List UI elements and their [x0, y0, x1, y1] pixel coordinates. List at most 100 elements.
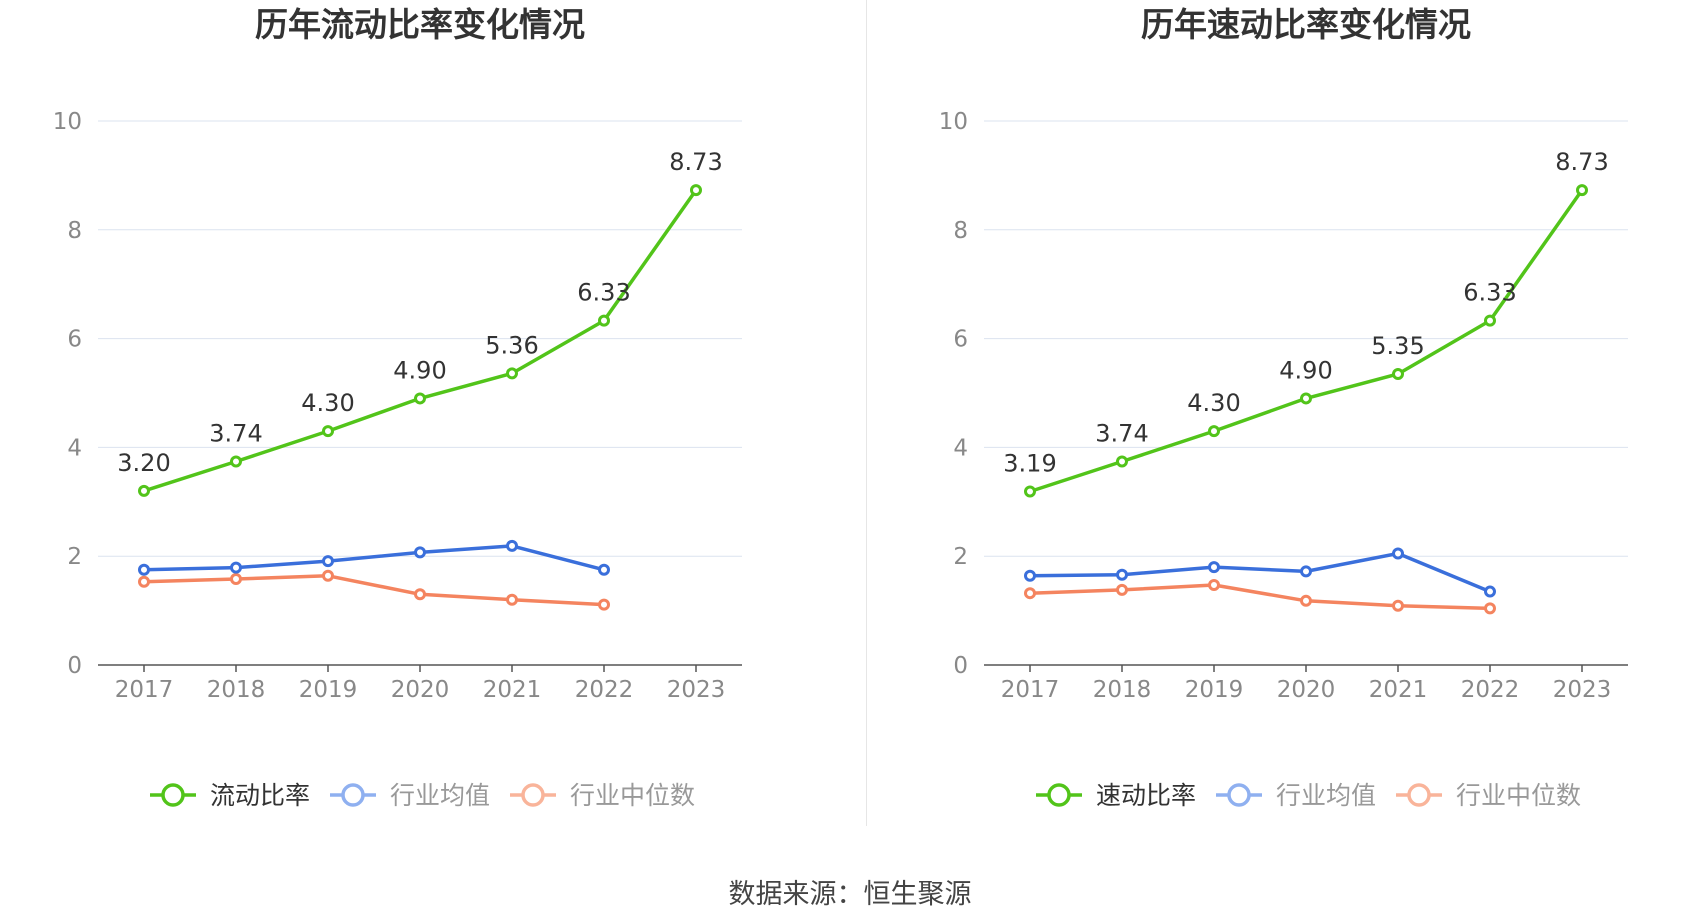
data-point — [1116, 455, 1128, 468]
data-source-note: 数据来源：恒生聚源 — [728, 879, 972, 910]
data-label: 6.33 — [577, 279, 630, 307]
legend-label: 行业中位数 — [570, 781, 695, 810]
data-point — [506, 593, 518, 606]
data-point — [414, 546, 426, 559]
data-label: 8.73 — [669, 148, 722, 176]
legend-item-1: 速动比率 — [1036, 781, 1196, 810]
legend-item-1: 流动比率 — [150, 781, 310, 810]
data-point — [1208, 579, 1220, 592]
data-point — [138, 563, 150, 576]
data-label: 6.33 — [1463, 279, 1516, 307]
data-point — [1392, 547, 1404, 560]
y-tick-label: 6 — [67, 327, 82, 353]
chart-panel-1: 历年流动比率变化情况 0 2 4 6 8 10 2017 2018 2019 2020 2021 202… — [53, 5, 742, 810]
data-point — [598, 598, 610, 611]
data-point — [138, 484, 150, 497]
x-tick-label: 2018 — [1093, 677, 1152, 703]
legend-marker — [521, 783, 545, 807]
legend-marker — [1047, 783, 1071, 807]
x-tick-label: 2023 — [667, 677, 726, 703]
data-point — [1024, 485, 1036, 498]
x-tick-label: 2021 — [1369, 677, 1428, 703]
data-label: 4.30 — [1187, 389, 1240, 417]
data-point — [598, 314, 610, 327]
legend-marker — [1227, 783, 1251, 807]
y-tick-label: 8 — [67, 218, 82, 244]
series-line-3 — [1029, 583, 1491, 611]
legend-label: 流动比率 — [210, 781, 310, 810]
data-point — [1300, 392, 1312, 405]
x-tick-label: 2023 — [1553, 677, 1612, 703]
data-point — [1576, 184, 1588, 197]
data-point — [414, 392, 426, 405]
data-point — [322, 555, 334, 568]
chart-panel-2: 历年速动比率变化情况 0 2 4 6 8 10 2017 2018 2019 2020 2021 202… — [939, 5, 1628, 810]
legend-label: 速动比率 — [1096, 781, 1196, 810]
legend-item-2: 行业均值 — [330, 781, 490, 810]
y-tick-label: 0 — [953, 653, 968, 679]
data-label: 3.74 — [209, 420, 262, 448]
x-tick-label: 2021 — [483, 677, 542, 703]
data-point — [1024, 569, 1036, 582]
y-tick-label: 2 — [67, 544, 82, 570]
data-point — [1484, 314, 1496, 327]
series-line-2 — [1029, 551, 1491, 594]
x-tick-label: 2020 — [391, 677, 450, 703]
x-tick-label: 2022 — [1461, 677, 1520, 703]
data-point — [230, 573, 242, 586]
data-point — [1392, 599, 1404, 612]
data-point — [230, 455, 242, 468]
data-point — [1116, 583, 1128, 596]
data-point — [230, 561, 242, 574]
y-tick-label: 4 — [67, 435, 82, 461]
legend-marker — [1407, 783, 1431, 807]
data-label: 5.36 — [485, 331, 538, 359]
data-label: 4.90 — [1279, 356, 1332, 384]
y-tick-label: 6 — [953, 327, 968, 353]
data-point — [322, 425, 334, 438]
data-label: 4.30 — [301, 389, 354, 417]
data-label: 3.74 — [1095, 420, 1148, 448]
x-tick-label: 2017 — [115, 677, 174, 703]
data-point — [506, 367, 518, 380]
legend-item-2: 行业均值 — [1216, 781, 1376, 810]
chart-title: 历年速动比率变化情况 — [1141, 5, 1471, 44]
x-tick-label: 2019 — [1185, 677, 1244, 703]
data-point — [506, 539, 518, 552]
data-point — [598, 563, 610, 576]
legend-item-3: 行业中位数 — [1396, 781, 1581, 810]
y-tick-label: 0 — [67, 653, 82, 679]
data-point — [1208, 425, 1220, 438]
x-tick-label: 2020 — [1277, 677, 1336, 703]
series-line-2 — [143, 544, 605, 572]
legend-marker — [161, 783, 185, 807]
data-label: 5.35 — [1371, 332, 1424, 360]
legend-label: 行业均值 — [390, 781, 490, 810]
y-tick-label: 10 — [939, 109, 968, 135]
data-point — [1300, 565, 1312, 578]
y-tick-label: 8 — [953, 218, 968, 244]
data-point — [1392, 367, 1404, 380]
panel-divider — [866, 0, 867, 826]
y-tick-label: 2 — [953, 544, 968, 570]
data-point — [138, 575, 150, 588]
data-label: 8.73 — [1555, 148, 1608, 176]
chart-title: 历年流动比率变化情况 — [255, 5, 585, 44]
x-tick-label: 2019 — [299, 677, 358, 703]
legend-item-3: 行业中位数 — [510, 781, 695, 810]
data-point — [1484, 585, 1496, 598]
data-point — [1024, 587, 1036, 600]
y-tick-label: 10 — [53, 109, 82, 135]
data-point — [1300, 594, 1312, 607]
legend-label: 行业均值 — [1276, 781, 1376, 810]
legend-marker — [341, 783, 365, 807]
data-label: 3.19 — [1003, 449, 1056, 477]
legend-label: 行业中位数 — [1456, 781, 1581, 810]
data-label: 3.20 — [117, 449, 170, 477]
data-label: 4.90 — [393, 356, 446, 384]
series-line-3 — [143, 574, 605, 607]
y-tick-label: 4 — [953, 435, 968, 461]
x-tick-label: 2022 — [575, 677, 634, 703]
